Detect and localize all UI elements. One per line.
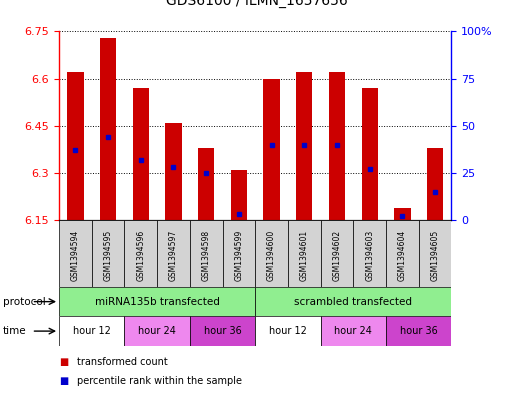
Bar — [255, 316, 321, 346]
Text: protocol: protocol — [3, 297, 45, 307]
Text: hour 12: hour 12 — [73, 326, 111, 336]
Bar — [59, 220, 92, 287]
Bar — [394, 208, 410, 220]
Bar — [190, 316, 255, 346]
Text: time: time — [3, 326, 26, 336]
Bar — [198, 148, 214, 220]
Bar — [100, 38, 116, 220]
Bar — [223, 220, 255, 287]
Text: GSM1394601: GSM1394601 — [300, 230, 309, 281]
Bar — [296, 72, 312, 220]
Bar — [165, 123, 182, 220]
Text: GSM1394597: GSM1394597 — [169, 230, 178, 281]
Text: GSM1394598: GSM1394598 — [202, 230, 211, 281]
Bar — [67, 72, 84, 220]
Bar — [386, 220, 419, 287]
Text: miRNA135b transfected: miRNA135b transfected — [95, 297, 220, 307]
Bar — [92, 220, 125, 287]
Bar — [59, 316, 124, 346]
Text: ■: ■ — [59, 376, 68, 386]
Bar — [386, 316, 451, 346]
Text: hour 12: hour 12 — [269, 326, 307, 336]
Text: scrambled transfected: scrambled transfected — [294, 297, 412, 307]
Bar — [288, 220, 321, 287]
Text: hour 36: hour 36 — [400, 326, 438, 336]
Bar — [157, 220, 190, 287]
Bar — [59, 287, 255, 316]
Text: hour 36: hour 36 — [204, 326, 242, 336]
Bar — [132, 88, 149, 220]
Bar — [353, 220, 386, 287]
Text: GSM1394596: GSM1394596 — [136, 230, 145, 281]
Bar — [329, 72, 345, 220]
Text: GDS6100 / ILMN_1657656: GDS6100 / ILMN_1657656 — [166, 0, 347, 8]
Text: GSM1394595: GSM1394595 — [104, 230, 112, 281]
Text: GSM1394604: GSM1394604 — [398, 230, 407, 281]
Bar — [427, 148, 443, 220]
Text: transformed count: transformed count — [77, 356, 168, 367]
Bar — [362, 88, 378, 220]
Text: hour 24: hour 24 — [138, 326, 176, 336]
Text: GSM1394602: GSM1394602 — [332, 230, 342, 281]
Bar — [255, 220, 288, 287]
Bar — [321, 316, 386, 346]
Text: GSM1394599: GSM1394599 — [234, 230, 243, 281]
Text: percentile rank within the sample: percentile rank within the sample — [77, 376, 242, 386]
Text: hour 24: hour 24 — [334, 326, 372, 336]
Text: ■: ■ — [59, 356, 68, 367]
Bar — [255, 287, 451, 316]
Text: GSM1394600: GSM1394600 — [267, 230, 276, 281]
Text: GSM1394605: GSM1394605 — [430, 230, 440, 281]
Bar — [263, 79, 280, 220]
Bar — [321, 220, 353, 287]
Text: GSM1394594: GSM1394594 — [71, 230, 80, 281]
Bar — [231, 170, 247, 220]
Text: GSM1394603: GSM1394603 — [365, 230, 374, 281]
Bar — [124, 316, 190, 346]
Bar — [124, 220, 157, 287]
Bar — [190, 220, 223, 287]
Bar — [419, 220, 451, 287]
